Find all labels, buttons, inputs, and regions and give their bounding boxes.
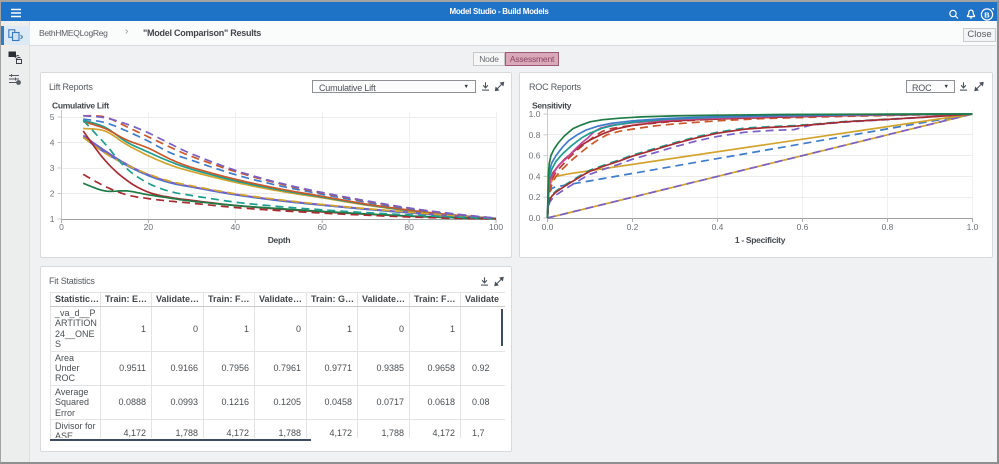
svg-text:Sensitivity: Sensitivity (532, 101, 572, 111)
svg-text:1: 1 (50, 214, 55, 224)
svg-text:0.4: 0.4 (529, 171, 541, 181)
svg-text:40: 40 (231, 222, 241, 232)
svg-text:0.0: 0.0 (542, 222, 554, 232)
svg-text:0.8: 0.8 (882, 222, 894, 232)
svg-text:2: 2 (50, 189, 55, 199)
svg-text:5: 5 (50, 112, 55, 122)
svg-text:80: 80 (404, 222, 414, 232)
svg-text:1.0: 1.0 (967, 222, 979, 232)
svg-text:1 - Specificity: 1 - Specificity (735, 235, 786, 245)
svg-text:100: 100 (489, 222, 503, 232)
svg-text:4: 4 (50, 138, 55, 148)
svg-text:0.0: 0.0 (529, 213, 541, 223)
svg-text:1.0: 1.0 (529, 109, 541, 119)
svg-text:60: 60 (317, 222, 327, 232)
svg-text:Depth: Depth (268, 235, 291, 245)
svg-text:B: B (984, 10, 990, 19)
svg-text:20: 20 (144, 222, 154, 232)
svg-text:0.6: 0.6 (797, 222, 809, 232)
svg-text:0.8: 0.8 (529, 130, 541, 140)
svg-text:3: 3 (50, 163, 55, 173)
svg-text:0.2: 0.2 (627, 222, 639, 232)
svg-text:0: 0 (59, 222, 64, 232)
svg-text:Cumulative Lift: Cumulative Lift (52, 101, 109, 111)
svg-text:0.2: 0.2 (529, 192, 541, 202)
svg-text:0.6: 0.6 (529, 151, 541, 161)
svg-text:0.4: 0.4 (712, 222, 724, 232)
